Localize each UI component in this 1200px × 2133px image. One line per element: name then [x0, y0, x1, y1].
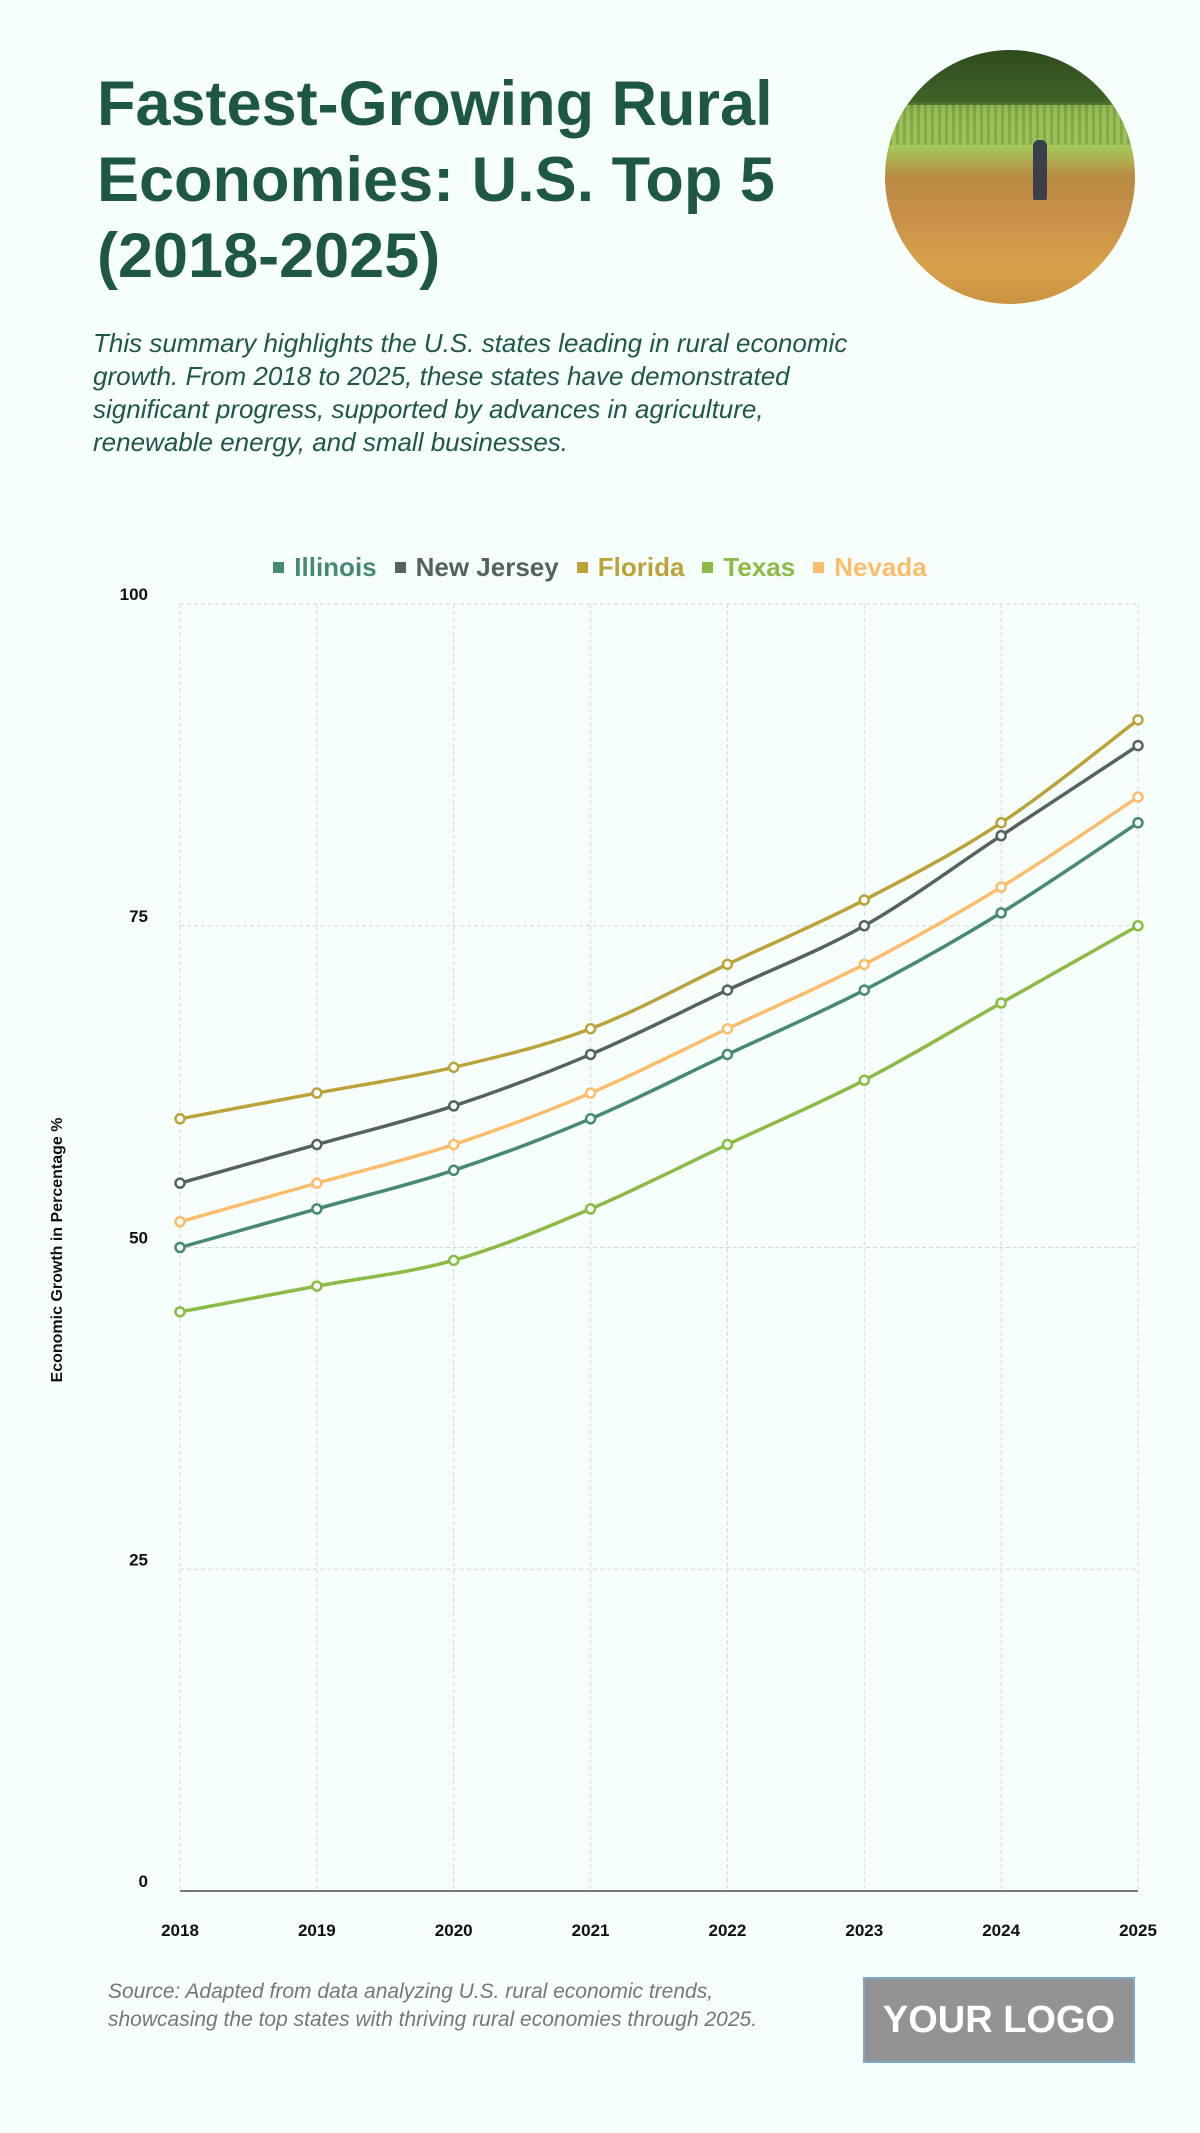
rural-field-photo [885, 50, 1135, 304]
y-tick-label: 0 [139, 1872, 148, 1891]
legend-item: Florida [576, 552, 685, 583]
data-point [584, 1048, 597, 1061]
x-tick-label: 2020 [435, 1921, 473, 1940]
series-line-new-jersey [179, 744, 1139, 1185]
series-line-illinois [179, 821, 1139, 1250]
y-tick-label: 100 [120, 585, 148, 604]
x-tick-label: 2021 [572, 1921, 610, 1940]
data-point [447, 1061, 460, 1074]
page-subtitle: This summary highlights the U.S. states … [93, 328, 848, 457]
legend-item: New Jersey [394, 552, 559, 583]
x-tick-label: 2019 [298, 1921, 336, 1940]
data-point [311, 1203, 323, 1215]
person-figure [1033, 140, 1047, 200]
legend-item: Illinois [273, 552, 377, 583]
data-point [174, 1306, 186, 1318]
data-point [174, 1177, 186, 1189]
data-point [447, 1254, 460, 1267]
series-line-nevada [179, 795, 1139, 1224]
data-point [858, 920, 871, 932]
data-point [1132, 791, 1144, 803]
legend-swatch [576, 562, 588, 573]
data-point [858, 894, 871, 906]
legend-label: Illinois [294, 552, 377, 582]
x-tick-label: 2022 [709, 1921, 747, 1940]
data-point [1132, 739, 1144, 752]
legend-label: Texas [723, 552, 796, 582]
legend-swatch [702, 562, 714, 573]
data-point [995, 907, 1007, 919]
y-tick-label: 25 [129, 1550, 148, 1569]
data-point [174, 1241, 186, 1254]
data-point [1132, 714, 1144, 726]
data-point [858, 1074, 871, 1086]
page-title: Fastest-Growing Rural Economies: U.S. To… [97, 69, 775, 291]
data-point [995, 881, 1007, 893]
data-point [584, 1022, 597, 1035]
x-tick-label: 2024 [982, 1921, 1020, 1940]
x-tick-label: 2023 [845, 1921, 883, 1940]
data-point [584, 1087, 597, 1099]
series-line-florida [179, 718, 1140, 1121]
data-point [721, 1022, 734, 1035]
data-point [1132, 920, 1144, 932]
data-point [447, 1100, 460, 1112]
data-point [311, 1280, 323, 1292]
data-point [721, 984, 734, 996]
legend-swatch [813, 562, 825, 573]
data-point [447, 1138, 460, 1151]
legend-swatch [394, 562, 406, 573]
data-point [311, 1138, 323, 1151]
source-note: Source: Adapted from data analyzing U.S.… [108, 1980, 758, 2031]
legend-item: Texas [702, 552, 795, 583]
legend-label: New Jersey [415, 552, 559, 582]
legend-label: Nevada [834, 552, 927, 582]
data-point [174, 1113, 186, 1125]
data-point [311, 1177, 323, 1189]
y-tick-label: 50 [129, 1229, 148, 1248]
legend-swatch [273, 562, 285, 573]
grass-decoration [885, 105, 1135, 145]
logo-placeholder: YOUR LOGO [863, 1977, 1135, 2063]
line-chart: 0 25 50 75 100 2018 2019 2020 2021 2022 2023 2024 20… [120, 585, 1157, 1940]
chart-legend: Illinois New Jersey Florida Texas Nevada [0, 552, 1200, 583]
legend-label: Florida [597, 552, 685, 582]
data-point [721, 1138, 734, 1151]
data-point [721, 958, 734, 971]
data-point [584, 1203, 597, 1215]
x-tick-label: 2025 [1119, 1921, 1157, 1940]
data-point [447, 1164, 460, 1177]
x-tick-label: 2018 [161, 1921, 199, 1940]
legend-item: Nevada [813, 552, 927, 583]
y-tick-label: 75 [129, 907, 148, 926]
data-point [995, 829, 1007, 842]
data-point [721, 1048, 734, 1061]
series-line-texas [179, 924, 1139, 1314]
data-point [858, 984, 871, 996]
data-point [995, 817, 1007, 829]
data-point [858, 958, 871, 971]
data-point [1132, 817, 1144, 829]
data-point [174, 1216, 186, 1228]
data-point [995, 997, 1007, 1009]
data-point [311, 1087, 323, 1099]
data-point [584, 1113, 597, 1125]
